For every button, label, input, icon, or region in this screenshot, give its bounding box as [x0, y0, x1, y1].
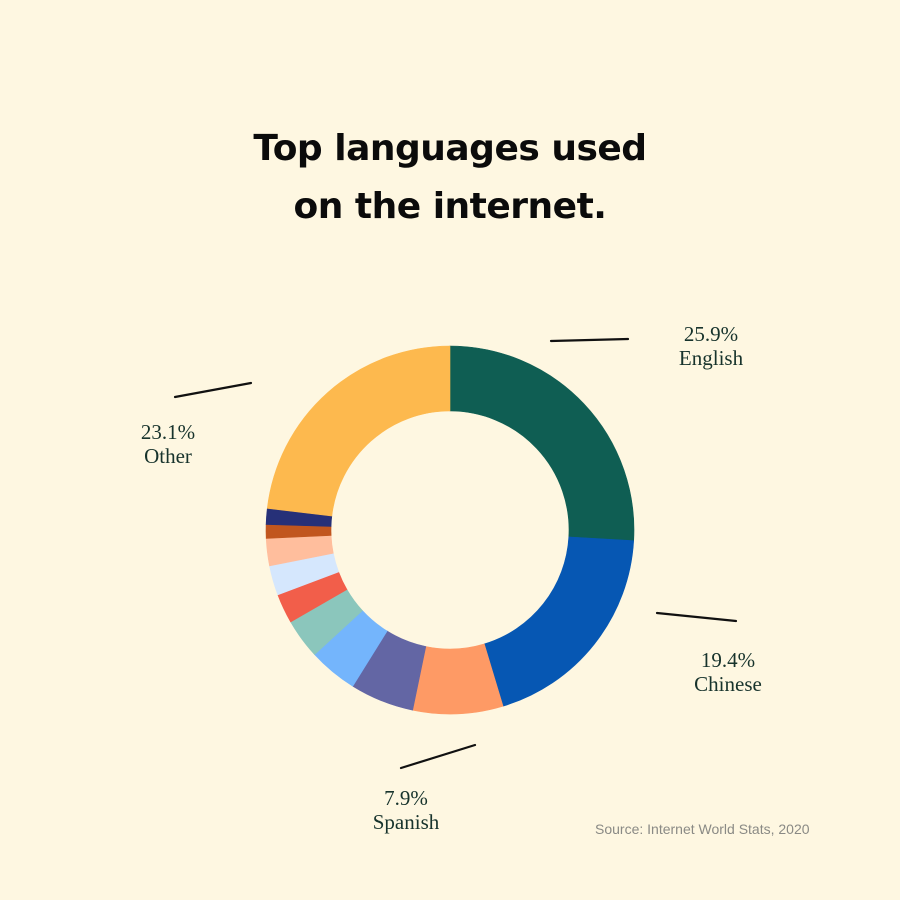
label-spanish-value: 7.9%	[384, 786, 428, 810]
leader-line-english	[549, 337, 630, 343]
donut-slices	[265, 345, 635, 715]
leader-lines	[173, 337, 738, 770]
source-note: Source: Internet World Stats, 2020	[595, 821, 810, 837]
slice-english	[449, 345, 635, 542]
leader-line-spanish	[399, 743, 477, 770]
leader-line-chinese	[655, 611, 738, 623]
label-other-value: 23.1%	[140, 420, 196, 444]
label-english-value: 25.9%	[683, 322, 739, 346]
label-spanish: 7.9% Spanish	[373, 786, 440, 834]
label-chinese-value: 19.4%	[700, 648, 756, 672]
slice-chinese	[483, 536, 635, 707]
label-other-name: Other	[144, 444, 192, 468]
label-english: 25.9% English	[679, 322, 743, 370]
label-spanish-name: Spanish	[372, 810, 440, 834]
label-chinese: 19.4% Chinese	[694, 648, 762, 696]
slice-other	[266, 345, 451, 517]
leader-line-other	[173, 381, 253, 399]
label-other: 23.1% Other	[141, 420, 195, 468]
title-line-2: on the internet.	[293, 186, 607, 227]
chart-title: Top languages used on the internet.	[0, 120, 900, 236]
label-chinese-name: Chinese	[694, 672, 762, 696]
label-english-name: English	[678, 346, 744, 370]
title-line-1: Top languages used	[253, 128, 647, 169]
